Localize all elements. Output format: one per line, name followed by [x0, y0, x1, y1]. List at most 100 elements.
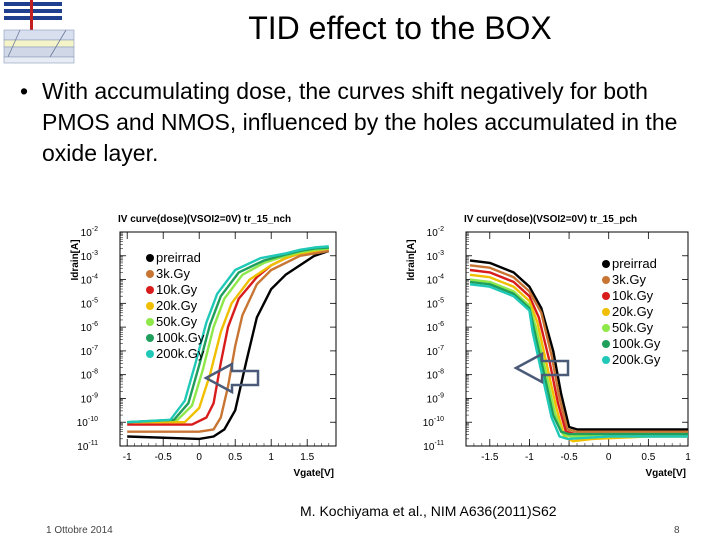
- footer-date: 1 Ottobre 2014: [46, 525, 113, 536]
- nmos-y-tick-exp: -11: [88, 440, 98, 447]
- pmos-y-tick-label: 10-3: [427, 250, 444, 263]
- pmos-y-tick-exp: -3: [438, 250, 444, 257]
- nmos-title: IV curve(dose)(VSOI2=0V) tr_15_nch: [118, 214, 291, 225]
- pmos-y-tick-exp: -11: [434, 440, 444, 447]
- pmos-legend-marker: [602, 276, 610, 284]
- pmos-y-tick-label: 10-2: [427, 226, 444, 239]
- bullet-point: • With accumulating dose, the curves shi…: [20, 76, 710, 169]
- nmos-series-group: [127, 245, 330, 441]
- pmos-title: IV curve(dose)(VSOI2=0V) tr_15_pch: [464, 214, 637, 225]
- pmos-y-tick-label: 10-7: [427, 345, 444, 358]
- pmos-x-axis: -1.5 -1 -0.5 0 0.5 1: [465, 232, 691, 463]
- pmos-legend-marker: [602, 260, 610, 268]
- pmos-legend-label: preirrad: [612, 256, 657, 271]
- pmos-legend: preirrad3k.Gy10k.Gy20k.Gy50k.Gy100k.Gy20…: [602, 256, 661, 367]
- nmos-y-tick-label: 10-7: [81, 345, 98, 358]
- pmos-y-tick-label: 10-9: [427, 392, 444, 405]
- nmos-y-tick-label: 10-2: [81, 226, 98, 239]
- nmos-legend: preirrad3k.Gy10k.Gy20k.Gy50k.Gy100k.Gy20…: [146, 250, 205, 361]
- nmos-y-tick-label: 10-10: [77, 416, 98, 429]
- bullet-dot: •: [20, 78, 29, 104]
- pmos-y-tick-exp: -8: [438, 369, 444, 376]
- pmos-y-tick-label: 10-11: [423, 440, 444, 453]
- pmos-legend-label: 50k.Gy: [612, 320, 654, 335]
- nmos-legend-label: 20k.Gy: [156, 298, 198, 313]
- pmos-y-tick-exp: -2: [438, 226, 444, 233]
- nmos-x-tick-label: 1: [268, 452, 274, 463]
- nmos-legend-label: 10k.Gy: [156, 282, 198, 297]
- nmos-y-tick-exp: -10: [88, 416, 98, 423]
- pmos-y-tick-label: 10-5: [427, 297, 444, 310]
- pmos-iv-chart: IV curve(dose)(VSOI2=0V) tr_15_pch Idrain…: [398, 208, 698, 488]
- nmos-y-tick-label: 10-11: [77, 440, 98, 453]
- nmos-legend-marker: [146, 270, 154, 278]
- nmos-y-tick-label: 10-5: [81, 297, 98, 310]
- nmos-y-tick-label: 10-6: [81, 321, 98, 334]
- pmos-legend-marker: [602, 292, 610, 300]
- nmos-legend-label: 3k.Gy: [156, 266, 190, 281]
- nmos-x-tick-label: -1: [123, 452, 132, 463]
- nmos-xlabel: Vgate[V]: [293, 468, 334, 479]
- soi-logo-image: [3, 0, 75, 64]
- pmos-xlabel: Vgate[V]: [645, 468, 686, 479]
- pmos-series-line-3k-gy: [469, 264, 688, 433]
- pmos-y-tick-exp: -9: [438, 392, 444, 399]
- nmos-x-tick-label: -0.5: [155, 452, 173, 463]
- nmos-y-tick-exp: -5: [92, 297, 98, 304]
- nmos-legend-marker: [146, 286, 154, 294]
- pmos-y-tick-label: 10-6: [427, 321, 444, 334]
- pmos-x-tick-label: 1: [685, 452, 691, 463]
- pmos-legend-marker: [602, 340, 610, 348]
- nmos-legend-label: 50k.Gy: [156, 314, 198, 329]
- pmos-y-tick-label: 10-4: [427, 274, 444, 287]
- pmos-legend-label: 3k.Gy: [612, 272, 646, 287]
- nmos-x-tick-label: 0.5: [228, 452, 242, 463]
- nmos-x-axis: -1 -0.5 0 0.5 1 1.5: [119, 232, 330, 463]
- pmos-iv-chart-svg: IV curve(dose)(VSOI2=0V) tr_15_pch Idrain…: [406, 214, 691, 479]
- citation: M. Kochiyama et al., NIM A636(2011)S62: [300, 503, 557, 519]
- nmos-y-tick-label: 10-8: [81, 369, 98, 382]
- nmos-y-tick-label: 10-9: [81, 392, 98, 405]
- pmos-legend-marker: [602, 356, 610, 364]
- pmos-y-tick-exp: -4: [438, 274, 444, 281]
- nmos-y-tick-exp: -4: [92, 274, 98, 281]
- nmos-iv-chart: IV curve(dose)(VSOI2=0V) tr_15_nch Idrain…: [62, 208, 350, 488]
- pmos-legend-label: 100k.Gy: [612, 336, 661, 351]
- pmos-legend-marker: [602, 324, 610, 332]
- pmos-y-tick-exp: -6: [438, 321, 444, 328]
- pmos-legend-marker: [602, 308, 610, 316]
- nmos-legend-label: 200k.Gy: [156, 346, 205, 361]
- nmos-legend-marker: [146, 302, 154, 310]
- nmos-x-tick-label: 1.5: [300, 452, 314, 463]
- slide-title: TID effect to the BOX: [248, 10, 552, 46]
- pmos-y-tick-exp: -7: [438, 345, 444, 352]
- pmos-x-tick-label: 0: [606, 452, 612, 463]
- nmos-legend-marker: [146, 254, 154, 262]
- bullet-text: With accumulating dose, the curves shift…: [42, 78, 678, 166]
- nmos-iv-chart-svg: IV curve(dose)(VSOI2=0V) tr_15_nch Idrain…: [70, 214, 337, 479]
- nmos-legend-marker: [146, 334, 154, 342]
- nmos-series-line-3k-gy: [127, 249, 329, 433]
- pmos-x-tick-label: -1: [525, 452, 534, 463]
- nmos-ylabel: Idrain[A]: [70, 239, 81, 280]
- pmos-series-line-100k-gy: [469, 280, 688, 436]
- nmos-legend-label: 100k.Gy: [156, 330, 205, 345]
- pmos-y-tick-label: 10-10: [423, 416, 444, 429]
- page-number: 8: [674, 525, 680, 536]
- nmos-y-tick-exp: -8: [92, 369, 98, 376]
- nmos-y-tick-exp: -7: [92, 345, 98, 352]
- nmos-y-tick-label: 10-4: [81, 274, 98, 287]
- nmos-y-tick-label: 10-3: [81, 250, 98, 263]
- pmos-legend-label: 200k.Gy: [612, 352, 661, 367]
- nmos-shift-arrow: [203, 361, 260, 395]
- nmos-legend-marker: [146, 350, 154, 358]
- pmos-series-group: [469, 259, 688, 443]
- pmos-series-line-preirrad: [469, 259, 688, 431]
- pmos-x-tick-label: 0.5: [641, 452, 655, 463]
- pmos-ylabel: Idrain[A]: [406, 239, 417, 280]
- nmos-x-tick-label: 0: [196, 452, 202, 463]
- pmos-legend-label: 10k.Gy: [612, 288, 654, 303]
- pmos-shift-arrow: [513, 351, 570, 385]
- nmos-y-tick-exp: -9: [92, 392, 98, 399]
- nmos-legend-label: preirrad: [156, 250, 201, 265]
